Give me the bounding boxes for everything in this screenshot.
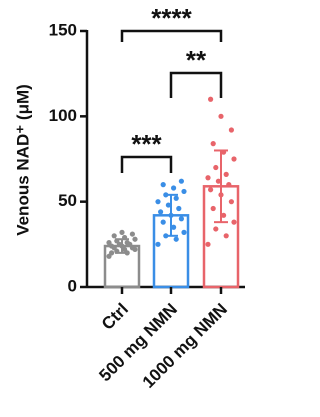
data-point [228, 127, 234, 133]
data-point [210, 141, 216, 147]
data-point [218, 113, 224, 119]
data-point [106, 240, 112, 246]
data-point [215, 178, 221, 184]
data-point [176, 205, 182, 212]
significance-label: *** [131, 129, 162, 159]
data-point [213, 226, 219, 232]
data-point [129, 231, 135, 237]
data-point [223, 233, 229, 239]
data-point [223, 171, 229, 177]
data-point [171, 185, 177, 191]
data-point [119, 229, 125, 235]
data-point [171, 224, 177, 230]
data-point [132, 236, 138, 242]
data-point [205, 175, 211, 181]
significance-label: **** [151, 3, 192, 33]
data-point [205, 241, 211, 247]
data-point [208, 187, 214, 193]
data-point [181, 229, 187, 235]
significance-label: ** [186, 45, 207, 75]
significance-bracket [169, 71, 223, 98]
significance-bracket [120, 155, 173, 173]
y-tick-label: 50 [58, 191, 77, 210]
data-point [181, 188, 187, 195]
data-point [173, 236, 179, 242]
data-point [111, 233, 117, 239]
data-point [178, 216, 184, 222]
data-point [109, 250, 115, 256]
data-point [221, 212, 227, 218]
data-point [226, 182, 232, 188]
y-tick-label: 150 [49, 20, 77, 39]
significance-bracket [120, 29, 223, 42]
data-point [210, 205, 216, 212]
data-point [155, 199, 161, 205]
y-tick-label: 100 [49, 106, 77, 125]
data-point [160, 182, 166, 188]
y-tick-label: 0 [68, 276, 77, 295]
data-point [231, 156, 237, 162]
data-point [160, 219, 166, 225]
data-point [213, 164, 219, 171]
data-point [124, 240, 130, 246]
data-point [231, 219, 237, 225]
data-point [228, 199, 234, 205]
x-tick-label: Ctrl [98, 300, 132, 334]
data-point [173, 195, 179, 201]
data-point [165, 202, 171, 208]
y-axis-label: Venous NAD⁺ (μM) [13, 84, 32, 236]
data-point [208, 96, 214, 102]
data-point [155, 241, 161, 247]
data-point [158, 209, 164, 215]
data-point [178, 178, 184, 184]
